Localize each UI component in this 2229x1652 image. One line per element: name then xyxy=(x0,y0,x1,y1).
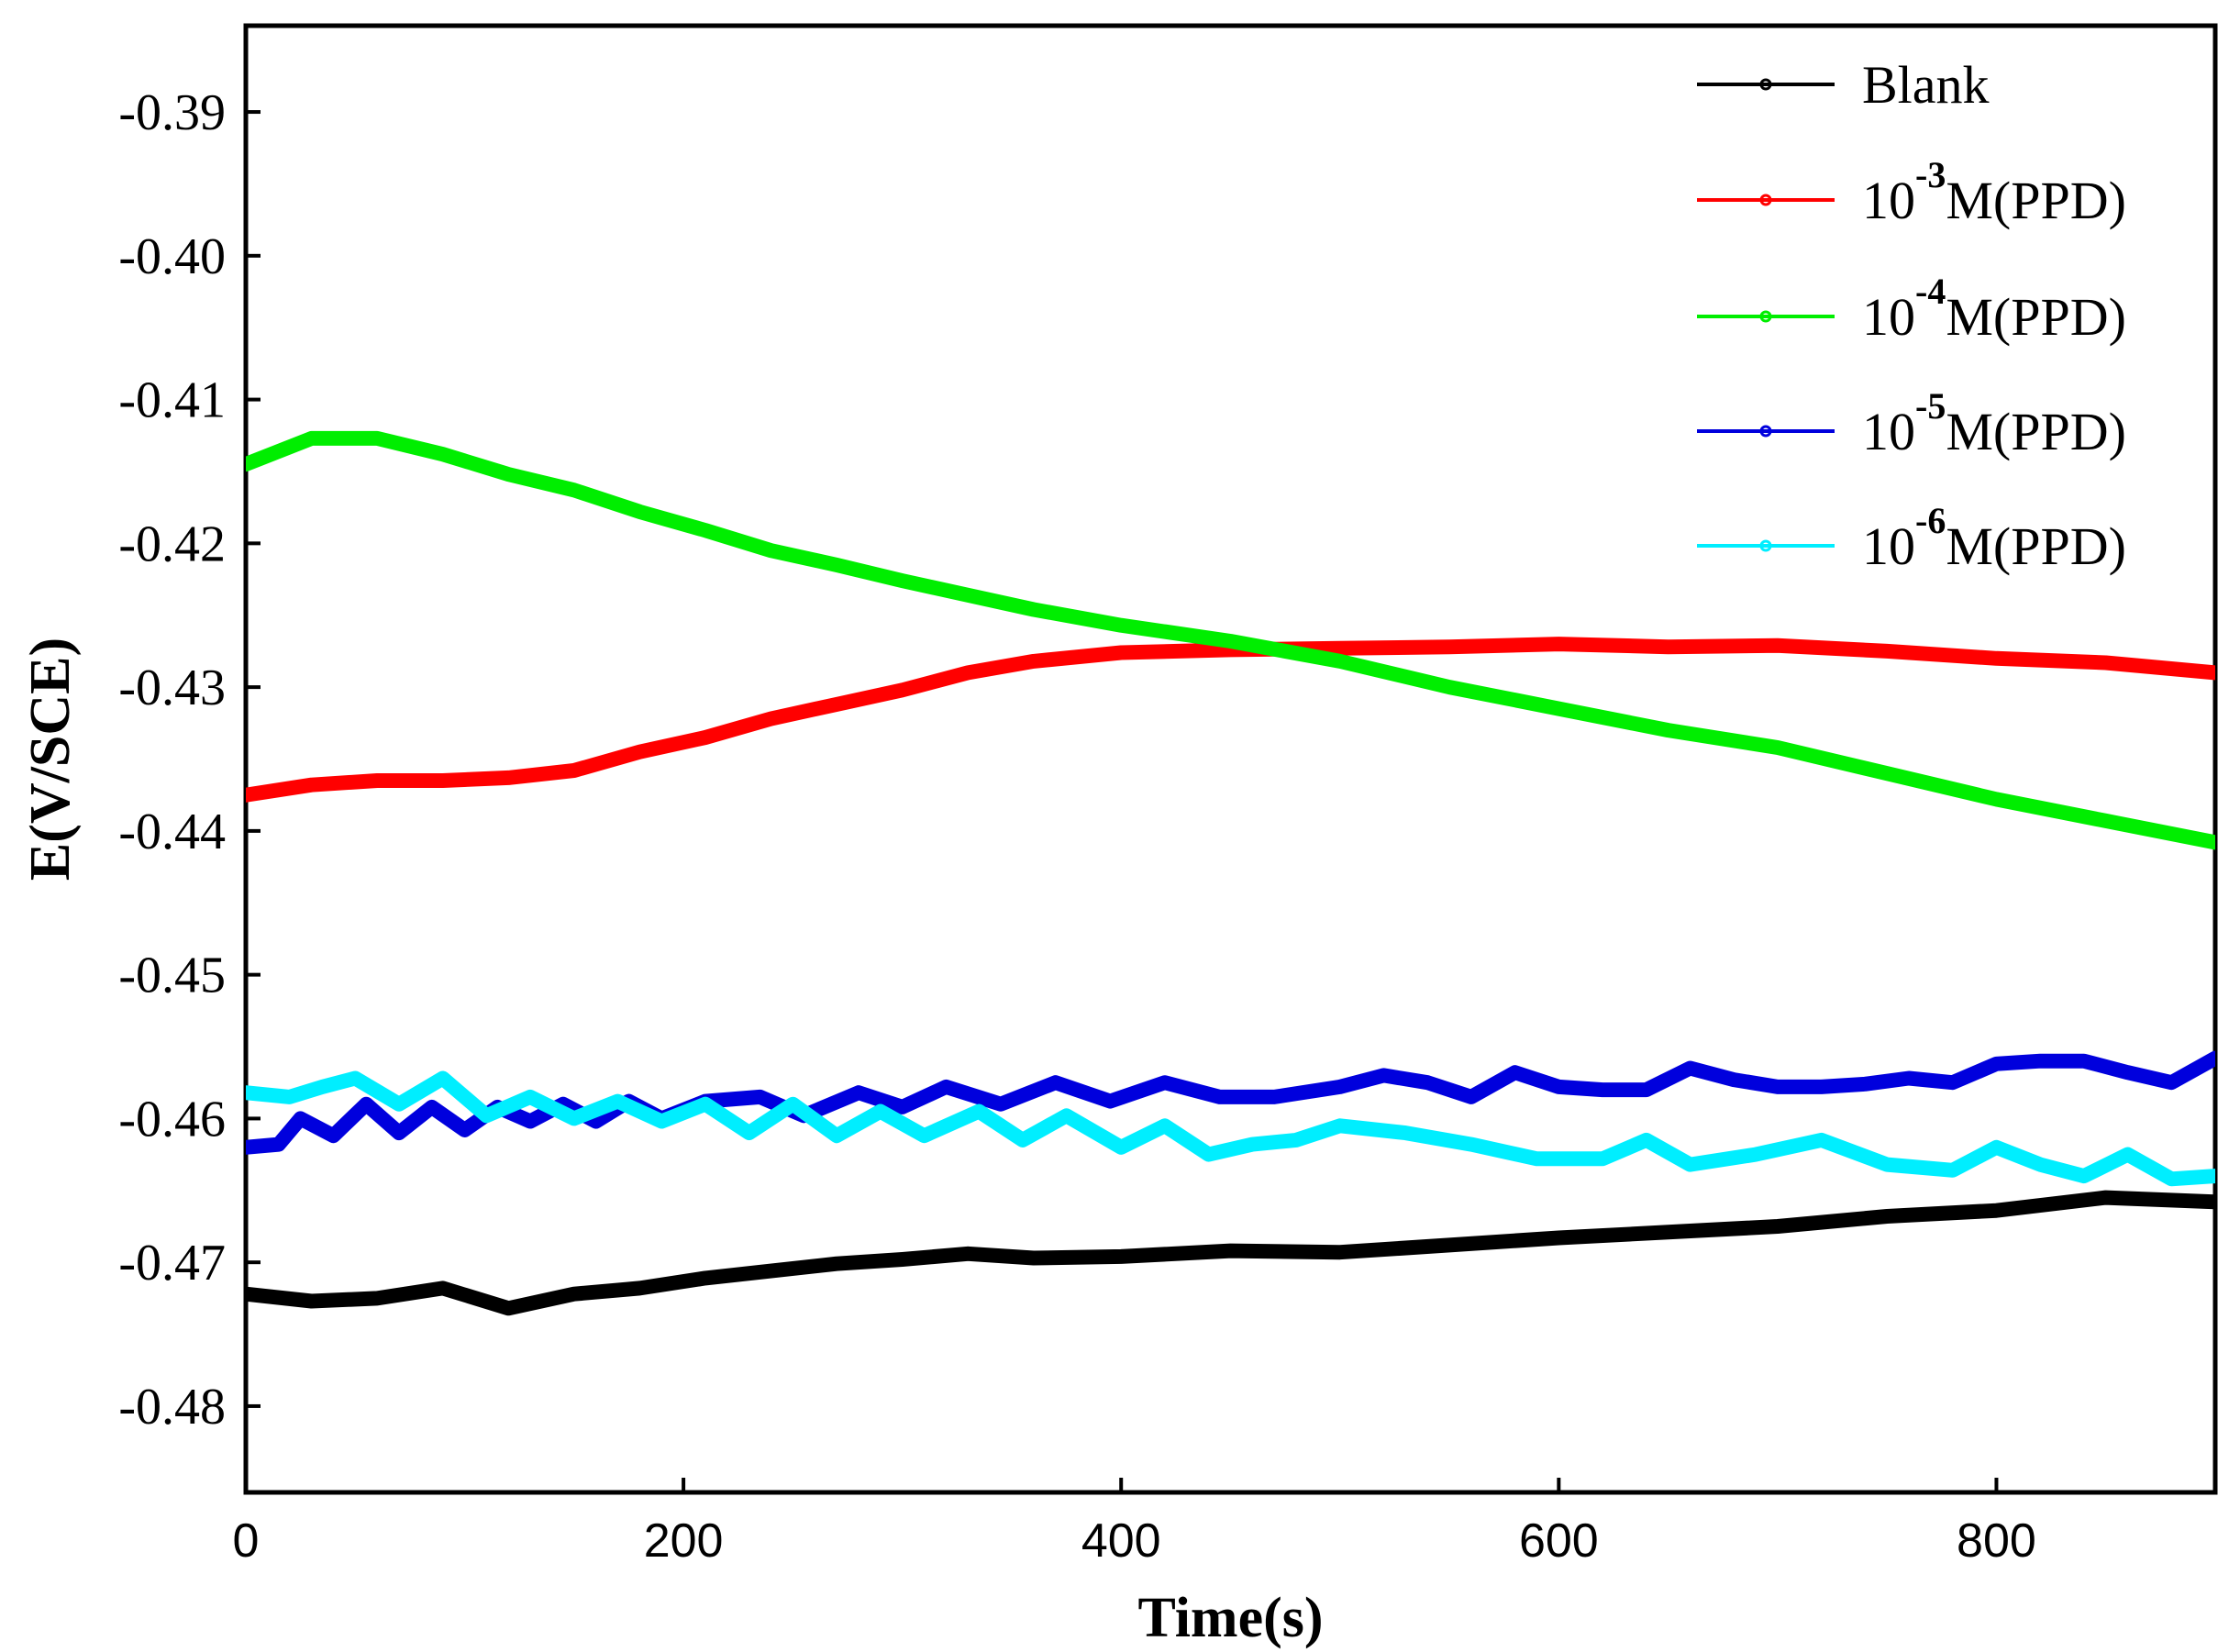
y-tick-label: -0.42 xyxy=(118,516,226,572)
legend-label-superscript: -5 xyxy=(1915,385,1946,427)
y-axis-title: E(V/SCE) xyxy=(19,638,82,881)
series-line-0 xyxy=(246,1190,2215,1316)
y-tick-label: -0.45 xyxy=(118,948,226,1004)
legend-label-superscript: -3 xyxy=(1915,154,1946,195)
legend-label: Blank xyxy=(1862,55,1990,115)
legend-label-suffix: M(PPD) xyxy=(1946,516,2126,576)
legend-label: 10-5M(PPD) xyxy=(1862,385,2126,461)
legend-label-prefix: 10 xyxy=(1862,402,1915,461)
plot-frame xyxy=(243,23,2218,1495)
y-axis: -0.39 -0.40 -0.41 -0.42 -0.43 -0.44 -0.45 -0.46… xyxy=(118,84,261,1436)
legend-marker xyxy=(1759,194,1772,206)
legend-label-prefix: 10 xyxy=(1862,171,1915,230)
legend-marker xyxy=(1759,539,1772,552)
x-axis-title: Time(s) xyxy=(1137,1587,1323,1649)
legend-label-suffix: M(PPD) xyxy=(1946,171,2126,230)
y-tick-label: -0.41 xyxy=(118,372,226,429)
series-line-2 xyxy=(246,430,2215,850)
y-tick-label: -0.48 xyxy=(118,1379,226,1436)
legend-marker xyxy=(1759,78,1772,91)
legend-label-prefix: 10 xyxy=(1862,287,1915,347)
legend-label: 10-4M(PPD) xyxy=(1862,271,2126,347)
y-tick-label: -0.44 xyxy=(118,804,226,860)
x-tick-label: 600 xyxy=(1519,1514,1599,1568)
legend: Blank10-3M(PPD)10-4M(PPD)10-5M(PPD)10-6M… xyxy=(1697,55,2126,576)
legend-label-superscript: -6 xyxy=(1915,500,1946,541)
legend-label: 10-3M(PPD) xyxy=(1862,154,2126,230)
legend-label-suffix: M(PPD) xyxy=(1946,287,2126,347)
y-tick-label: -0.43 xyxy=(118,660,226,716)
legend-marker xyxy=(1759,310,1772,323)
legend-label: 10-6M(PPD) xyxy=(1862,500,2126,576)
series-lines xyxy=(246,430,2215,1316)
x-tick-label: 200 xyxy=(644,1514,724,1568)
y-tick-label: -0.39 xyxy=(118,84,226,141)
series-line-4 xyxy=(246,1070,2215,1187)
x-tick-label: 0 xyxy=(233,1514,260,1568)
legend-label-prefix: 10 xyxy=(1862,516,1915,576)
x-axis: 0 200 400 600 800 xyxy=(233,1478,2036,1568)
y-tick-label: -0.47 xyxy=(118,1235,226,1292)
legend-marker xyxy=(1759,425,1772,438)
legend-label-superscript: -4 xyxy=(1915,271,1946,312)
x-tick-label: 400 xyxy=(1081,1514,1161,1568)
x-tick-label: 800 xyxy=(1957,1514,2036,1568)
legend-label-prefix: Blank xyxy=(1862,55,1990,115)
legend-label-suffix: M(PPD) xyxy=(1946,402,2126,461)
series-line-1 xyxy=(246,637,2215,803)
y-tick-label: -0.40 xyxy=(118,228,226,285)
y-tick-label: -0.46 xyxy=(118,1091,226,1148)
